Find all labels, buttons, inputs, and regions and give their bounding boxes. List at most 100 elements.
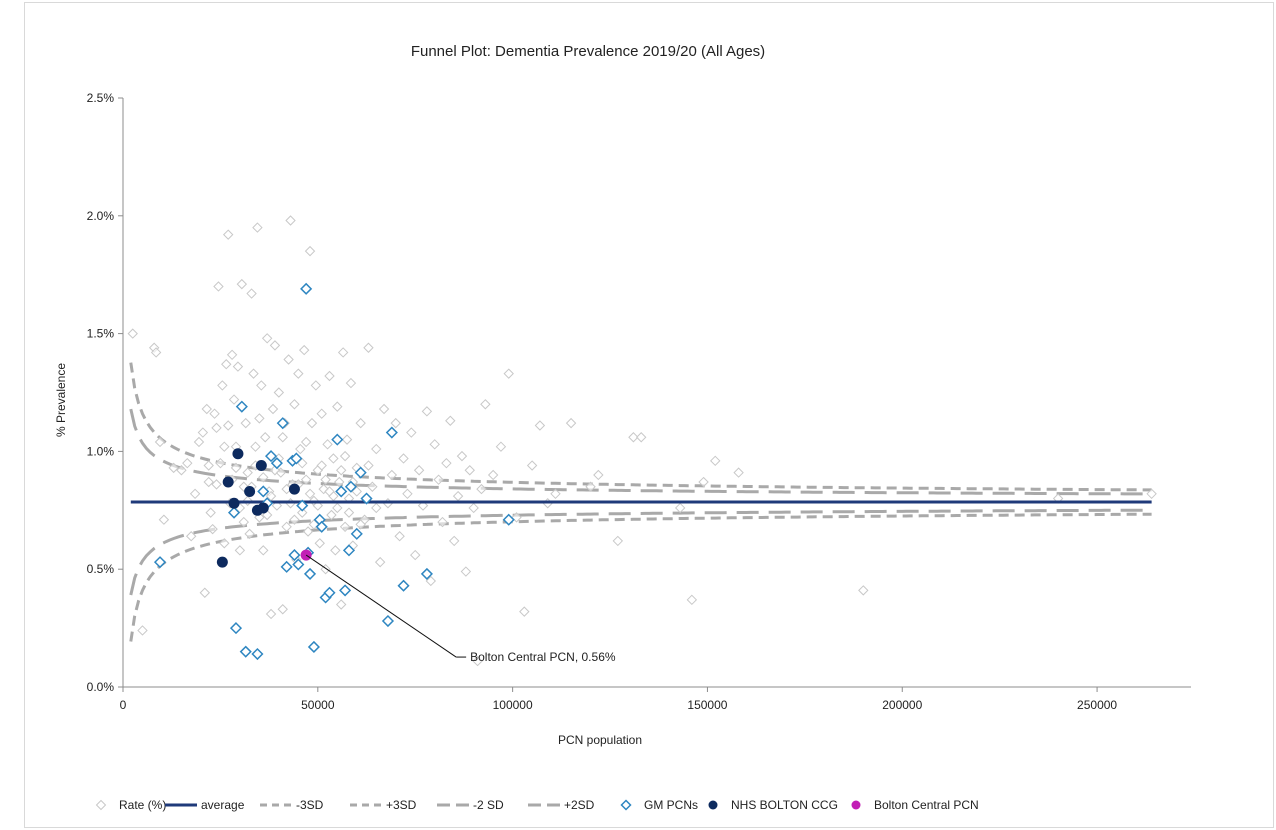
rate-point <box>285 215 296 226</box>
bolton-ccg-point <box>216 556 228 568</box>
rate-point <box>858 585 869 596</box>
legend-label: -2 SD <box>473 798 504 812</box>
rate-point <box>273 387 285 398</box>
rate-point <box>686 594 698 606</box>
legend-label: +2SD <box>564 798 595 812</box>
gm-pcn-point <box>235 400 248 413</box>
plot-area: 0.0% 0.5% 1.0% 1.5% 2.0% 2.5% 0 50000 100000 1500… <box>87 91 1191 712</box>
rate-point <box>429 439 440 450</box>
rate-point <box>222 420 234 431</box>
rate-point <box>304 245 316 257</box>
rate-point <box>277 432 288 443</box>
rate-point <box>176 465 187 476</box>
gm-pcn-point <box>339 584 352 597</box>
rate-point <box>322 439 333 450</box>
gm-pcn-point <box>276 417 289 430</box>
rate-point <box>226 349 238 361</box>
rate-point <box>297 507 308 518</box>
rate-point <box>283 354 294 365</box>
rate-point <box>367 481 378 492</box>
rate-point <box>168 462 179 474</box>
y-tick-label: 2.5% <box>87 91 115 105</box>
gm-pcn-point <box>323 586 336 599</box>
y-tick-label: 0.5% <box>87 562 115 576</box>
gm-pcn-point <box>385 426 398 439</box>
rate-point <box>339 450 351 462</box>
rate-point <box>154 436 166 448</box>
rate-point <box>240 417 251 429</box>
rate-point <box>355 417 366 429</box>
y-tick-label: 2.0% <box>87 209 115 223</box>
gm-pcn-point <box>350 527 363 540</box>
annotation-leader-line <box>305 554 457 658</box>
gm-pcn-point <box>502 513 515 526</box>
rate-point <box>267 403 279 415</box>
rate-point <box>242 467 253 478</box>
rate-point <box>238 516 249 528</box>
rate-point <box>250 441 261 452</box>
legend-symbol <box>851 800 861 810</box>
rate-point <box>441 457 452 469</box>
rate-point <box>425 575 437 587</box>
rate-point <box>236 278 248 290</box>
legend: Rate (%) average -3SD +3SD -2 SD +2SD GM PCNs N… <box>95 798 979 812</box>
rate-point <box>320 474 331 485</box>
rate-point <box>635 432 647 443</box>
rate-point <box>452 490 464 502</box>
legend-label: Bolton Central PCN <box>874 798 979 812</box>
rate-point <box>374 556 386 568</box>
rate-point <box>244 528 255 540</box>
rate-point <box>298 344 310 356</box>
gm-pcn-point <box>381 614 395 628</box>
rate-point <box>254 413 265 424</box>
x-tick-label: 50000 <box>301 698 335 712</box>
rate-point <box>534 420 546 431</box>
rate-point <box>269 340 281 351</box>
rate-point <box>213 281 224 292</box>
rate-point <box>215 457 226 469</box>
rate-point <box>698 476 709 488</box>
rate-point <box>445 415 456 426</box>
rate-point <box>304 488 316 500</box>
gm-pcn-point <box>344 480 357 493</box>
rate-point <box>495 441 507 452</box>
rate-point <box>550 488 561 500</box>
rate-point <box>150 347 162 358</box>
gm-pcn-point <box>280 560 293 573</box>
rate-point <box>472 655 483 667</box>
y-tick-label: 1.5% <box>87 327 115 341</box>
rate-point <box>203 476 214 488</box>
gm-pcn-point <box>292 558 305 571</box>
rate-point <box>254 512 265 523</box>
gm-pcn-point <box>288 549 301 562</box>
rate-point <box>345 377 357 389</box>
gm-pcn-point <box>331 433 344 446</box>
rate-point <box>328 453 339 464</box>
annotation-label: Bolton Central PCN, 0.56% <box>470 650 616 664</box>
rate-point <box>203 460 214 471</box>
bolton-ccg-point <box>232 448 244 460</box>
gm-pcn-point <box>227 506 241 519</box>
gm-pcn-point <box>153 556 167 569</box>
rate-point <box>310 380 322 391</box>
rate-point <box>201 403 212 415</box>
legend-symbol <box>620 799 632 811</box>
rate-point <box>302 526 314 537</box>
rate-point <box>289 514 300 525</box>
rate-point <box>182 457 193 469</box>
rate-point <box>334 476 345 488</box>
rate-point <box>335 599 347 610</box>
rate-point <box>289 399 300 410</box>
rate-point <box>476 483 487 495</box>
rate-point <box>565 417 577 429</box>
gm-pcn-point <box>360 492 373 505</box>
gm-pcn-point <box>264 450 278 463</box>
rate-point <box>211 422 222 434</box>
rate-point <box>480 399 491 410</box>
gm-pcn-point <box>315 520 328 533</box>
rate-point <box>295 443 306 455</box>
rate-point <box>413 465 425 476</box>
rate-point <box>363 342 374 353</box>
rate-point <box>355 519 366 530</box>
rate-point <box>410 549 421 561</box>
